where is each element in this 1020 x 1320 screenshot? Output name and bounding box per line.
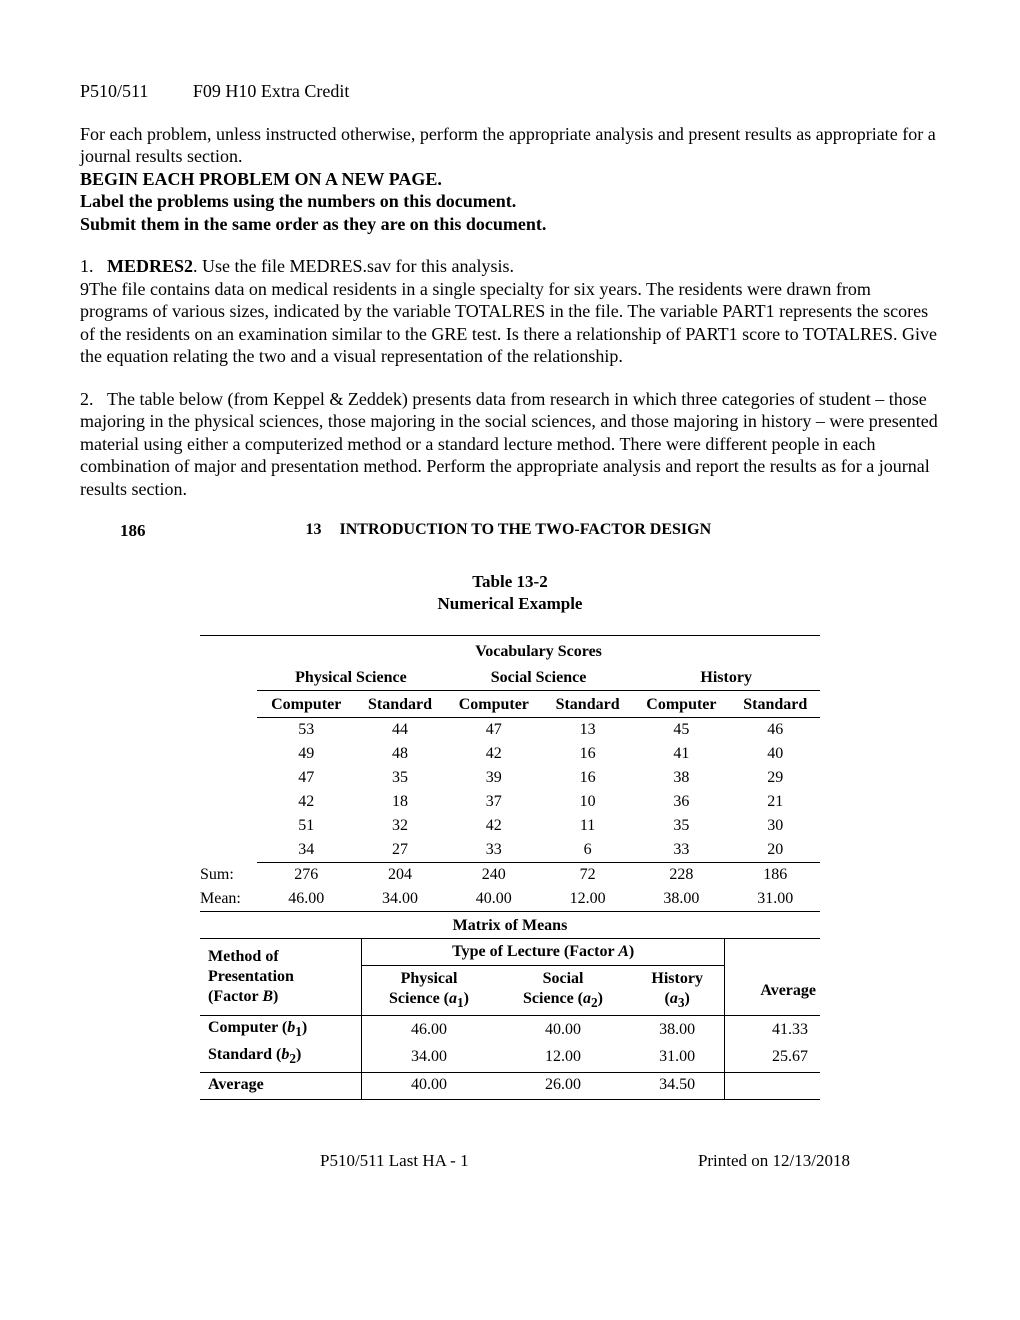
col-social: Social Science (a2) — [496, 966, 630, 1016]
instruction-line: For each problem, unless instructed othe… — [80, 123, 940, 168]
matrix-row-average: Average 40.00 26.00 34.50 — [200, 1072, 820, 1099]
table-row: 421837103621 — [200, 790, 820, 814]
sub-computer-1: Computer — [257, 691, 355, 718]
col-average: Average — [725, 966, 820, 1016]
book-chapter-title: INTRODUCTION TO THE TWO-FACTOR DESIGN — [340, 521, 712, 538]
book-page-number: 186 — [120, 520, 146, 541]
problem-1-title: MEDRES2 — [107, 256, 193, 276]
matrix-row-standard: Standard (b2) 34.00 12.00 31.00 25.67 — [200, 1043, 820, 1072]
book-chapter: 13 INTRODUCTION TO THE TWO-FACTOR DESIGN — [306, 520, 712, 541]
vocab-title: Vocabulary Scores — [257, 638, 820, 664]
sub-computer-2: Computer — [445, 691, 543, 718]
instructions-block: For each problem, unless instructed othe… — [80, 123, 940, 236]
book-page-header: 186 13 INTRODUCTION TO THE TWO-FACTOR DE… — [80, 520, 940, 541]
matrix-table: Method of Presentation (Factor B) Type o… — [200, 939, 820, 1100]
problem-1: 1. MEDRES2. Use the file MEDRES.sav for … — [80, 255, 940, 368]
problem-2-num: 2. — [80, 389, 94, 409]
table-row: 534447134546 — [200, 718, 820, 743]
problem-1-num: 1. — [80, 256, 94, 276]
problem-1-title-after: . Use the file MEDRES.sav for this analy… — [193, 256, 514, 276]
vocabulary-table: Vocabulary Scores Physical Science Socia… — [200, 635, 820, 939]
group-social: Social Science — [445, 664, 633, 691]
table-name: Numerical Example — [80, 593, 940, 615]
table-number: Table 13-2 — [80, 571, 940, 593]
matrix-row-computer: Computer (b1) 46.00 40.00 38.00 41.33 — [200, 1016, 820, 1043]
problem-2-body: The table below (from Keppel & Zeddek) p… — [80, 389, 938, 499]
problem-2: 2. The table below (from Keppel & Zeddek… — [80, 388, 940, 501]
assignment-title: F09 H10 Extra Credit — [193, 81, 349, 101]
method-header: Method of Presentation (Factor B) — [200, 939, 361, 1015]
instruction-bold-3: Submit them in the same order as they ar… — [80, 213, 940, 236]
footer-right: Printed on 12/13/2018 — [698, 1150, 850, 1171]
book-chapter-num: 13 — [306, 521, 322, 538]
table-row: 494842164140 — [200, 742, 820, 766]
table-row: 473539163829 — [200, 766, 820, 790]
col-physical: Physical Science (a1) — [361, 966, 496, 1016]
instruction-bold-2: Label the problems using the numbers on … — [80, 190, 940, 213]
mean-row: Mean:46.0034.0040.0012.0038.0031.00 — [200, 887, 820, 912]
table-row: 513242113530 — [200, 814, 820, 838]
sub-standard-2: Standard — [543, 691, 632, 718]
instruction-bold-1: BEGIN EACH PROBLEM ON A NEW PAGE. — [80, 168, 940, 191]
footer-left: P510/511 Last HA - 1 — [320, 1150, 469, 1171]
problem-1-body: 9The file contains data on medical resid… — [80, 278, 940, 368]
factor-a-header: Type of Lecture (Factor A) — [361, 939, 724, 966]
group-physical: Physical Science — [257, 664, 445, 691]
sub-standard-3: Standard — [730, 691, 820, 718]
sub-computer-3: Computer — [632, 691, 730, 718]
page-header: P510/511 F09 H10 Extra Credit — [80, 80, 940, 103]
group-history: History — [632, 664, 820, 691]
matrix-title: Matrix of Means — [200, 912, 820, 939]
col-history: History (a3) — [630, 966, 725, 1016]
sub-standard-1: Standard — [355, 691, 444, 718]
sum-row: Sum:27620424072228186 — [200, 863, 820, 888]
table-row: 34273363320 — [200, 838, 820, 863]
table-caption: Table 13-2 Numerical Example — [80, 571, 940, 615]
page-footer: P510/511 Last HA - 1 Printed on 12/13/20… — [80, 1150, 940, 1171]
course-code: P510/511 — [80, 80, 148, 103]
